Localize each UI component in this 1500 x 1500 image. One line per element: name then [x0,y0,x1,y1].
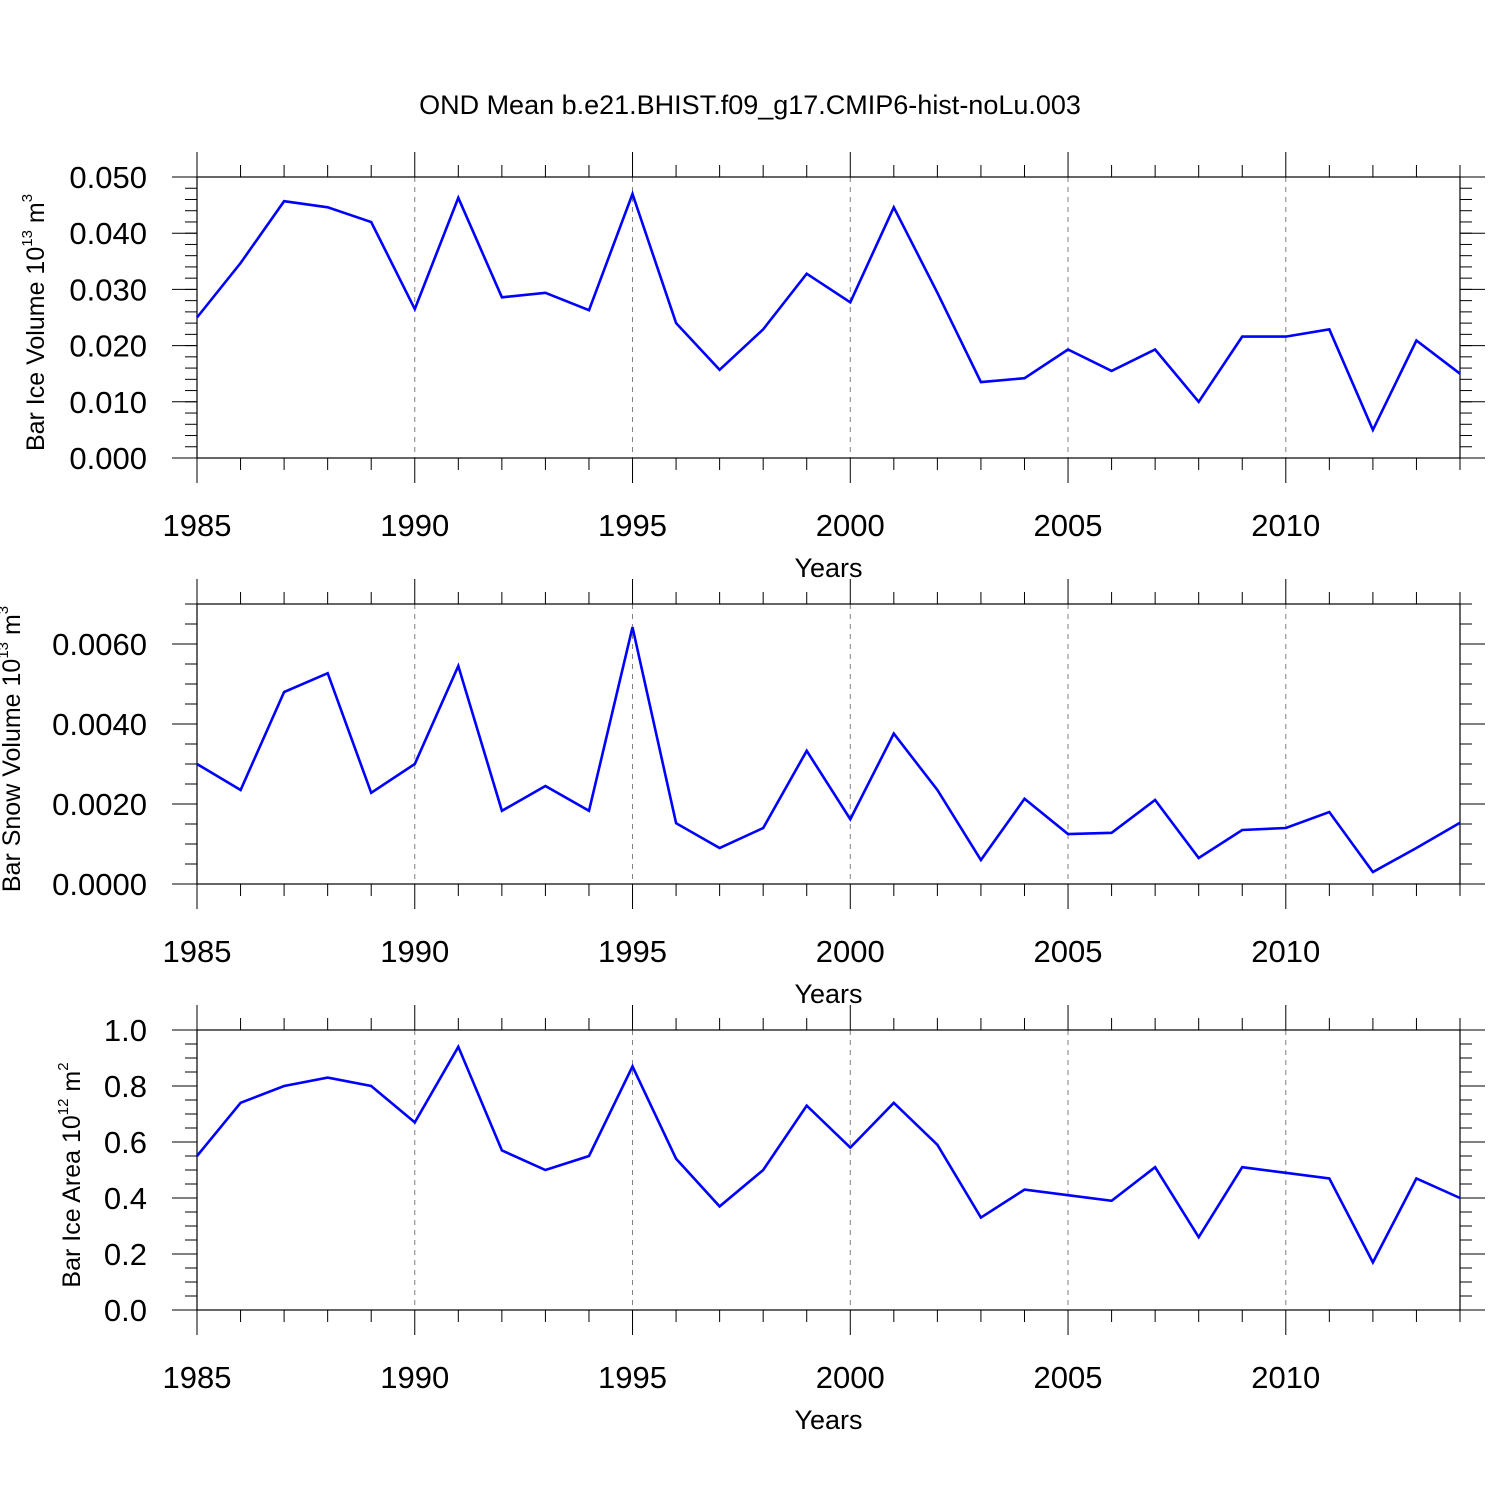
x-tick-label: 1990 [380,1360,449,1395]
series-line-1 [195,190,1461,434]
y-tick-label: 0.0060 [52,627,147,662]
y-axis-label: Bar Ice Volume 1013 m3 [19,194,50,451]
figure-title: OND Mean b.e21.BHIST.f09_g17.CMIP6-hist-… [419,90,1081,120]
x-tick-label: 2010 [1251,1360,1320,1395]
x-tick-label: 2005 [1034,508,1103,543]
x-tick-label: 2005 [1034,1360,1103,1395]
y-tick-label: 0.040 [69,216,147,251]
x-axis-label: Years [794,553,862,583]
series-line-1 [196,626,1461,874]
y-tick-label: 0.4 [104,1181,147,1216]
x-tick-label: 2000 [816,1360,885,1395]
x-tick-label: 1995 [598,508,667,543]
y-tick-label: 0.0020 [52,787,147,822]
y-tick-label: 0.010 [69,385,147,420]
x-tick-label: 2000 [816,508,885,543]
y-tick-label: 0.6 [104,1125,147,1160]
x-tick-label: 1990 [380,508,449,543]
y-tick-label: 0.0040 [52,707,147,742]
x-tick-label: 2010 [1251,508,1320,543]
x-tick-label: 2000 [816,934,885,969]
y-tick-label: 0.2 [104,1237,147,1272]
y-tick-label: 0.030 [69,272,147,307]
y-tick-label: 0.0000 [52,867,147,902]
y-tick-label: 0.050 [69,160,147,195]
y-tick-label: 0.8 [104,1069,147,1104]
chart-panel-1: 0.000 0.010 0.020 0.030 0.040 0.050 1985 1990 19… [19,152,1485,583]
x-axis-label: Years [794,1405,862,1435]
x-axis-label: Years [794,979,862,1009]
x-tick-label: 1985 [163,1360,232,1395]
x-tick-label: 1985 [163,508,232,543]
y-axis-label: Bar Snow Volume 1013 m3 [0,606,26,892]
y-tick-label: 0.000 [69,441,147,476]
y-tick-label: 1.0 [104,1013,147,1048]
series-line-1 [195,1043,1461,1266]
x-tick-label: 1990 [380,934,449,969]
y-tick-label: 0.0 [104,1293,147,1328]
chart-panel-2: 0.0000 0.0020 0.0040 0.0060 1985 1990 1995 2000… [0,579,1485,1009]
x-tick-label: 1985 [163,934,232,969]
y-tick-label: 0.020 [69,329,147,364]
x-tick-label: 1995 [598,1360,667,1395]
plot-frame [196,176,1461,459]
x-tick-label: 2005 [1034,934,1103,969]
x-tick-label: 2010 [1251,934,1320,969]
x-tick-label: 1995 [598,934,667,969]
y-axis-label: Bar Ice Area 1012 m2 [55,1062,86,1287]
chart-panel-3: 0.0 0.2 0.4 0.6 0.8 1.0 1985 1990 1995 2000 2005 20… [55,1005,1485,1435]
plot-frame [196,603,1461,885]
